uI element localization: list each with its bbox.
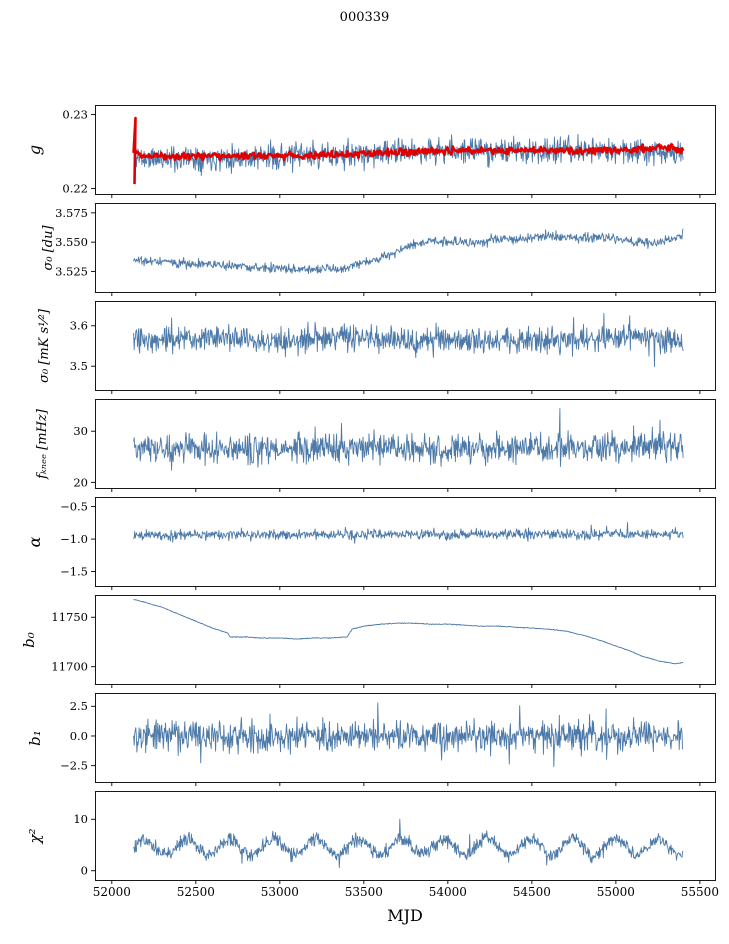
y-tick-label: 11700: [51, 660, 88, 674]
y-axis-label-sigma0-du: σ₀ [du]: [41, 225, 56, 271]
axes-frame: [95, 595, 716, 685]
x-tick-label: 52000: [93, 885, 131, 899]
y-tick-label: −1.0: [60, 532, 88, 546]
figure-canvas: 0.22 0.23 g 3.525 3.550 3.575 σ₀ [du] 3.5 3.6 σ₀ …: [0, 105, 729, 929]
y-axis-label-b0: b₀: [20, 632, 38, 648]
panel-plot-area-sigma0-mks: [133, 312, 684, 367]
series-sigma0-mks: [133, 312, 684, 367]
y-tick-label: −1.5: [60, 564, 88, 578]
series-b1: [133, 702, 684, 767]
x-tick-label: 55500: [681, 885, 719, 899]
y-tick-label: 0.0: [70, 729, 88, 743]
axes-frame: [95, 497, 716, 587]
panel-plot-area-alpha: [133, 521, 684, 544]
axes-frame: [95, 105, 716, 195]
y-tick-label: −2.5: [60, 759, 88, 773]
panel-plot-area-b1: [133, 702, 684, 767]
y-tick-label: 3.5: [70, 359, 88, 373]
panel-chi2: 0 10 χ²: [26, 791, 716, 884]
y-axis-label-alpha: α: [25, 536, 44, 547]
panel-plot-area-chi2: [133, 818, 684, 869]
axes-frame: [95, 301, 716, 391]
y-tick-label: 3.550: [55, 235, 88, 249]
figure-title: 000339: [339, 10, 390, 25]
y-tick-label: 11750: [51, 610, 88, 624]
axes-frame: [95, 399, 716, 489]
axes-frame: [95, 203, 716, 293]
x-tick-label: 53500: [345, 885, 383, 899]
panel-plot-area-fknee: [133, 408, 684, 471]
y-tick-label: 3.575: [55, 206, 88, 220]
series-chi2: [133, 818, 684, 869]
y-tick-label: 20: [73, 475, 88, 489]
y-tick-label: 2.5: [70, 699, 88, 713]
x-tick-label: 54500: [513, 885, 551, 899]
panel-plot-area-b0: [133, 598, 684, 665]
series-sigma0-du: [133, 228, 684, 275]
x-tick-label: 52500: [177, 885, 215, 899]
panel-sigma0-du: 3.525 3.550 3.575 σ₀ [du]: [41, 203, 716, 296]
series-alpha: [133, 521, 684, 544]
panel-g: 0.22 0.23 g: [25, 105, 716, 198]
y-tick-label: 30: [73, 424, 88, 438]
panel-b1: −2.5 0.0 2.5 b₁: [26, 693, 716, 786]
y-axis-label-sigma0-mks: σ₀ [mK s¹⁄²]: [37, 308, 52, 383]
x-axis-label: MJD: [387, 906, 423, 925]
axes-frame: [95, 791, 716, 881]
y-tick-label: 0: [81, 864, 88, 878]
y-axis-label-g: g: [25, 145, 44, 155]
panel-sigma0-mks: 3.5 3.6 σ₀ [mK s¹⁄²]: [37, 301, 716, 394]
panel-fknee: 20 30 fₖₙₑₑ [mHz]: [35, 399, 716, 492]
y-tick-label: 3.525: [55, 264, 88, 278]
y-tick-label: 0.22: [62, 181, 88, 195]
panel-alpha: −1.5 −1.0 −0.5 α: [25, 497, 716, 590]
x-axis-strip: 52000 52500 53000 53500 54000 54500 55000 55500…: [93, 885, 719, 925]
y-tick-label: 10: [73, 812, 88, 826]
y-axis-label-fknee: fₖₙₑₑ [mHz]: [35, 408, 50, 480]
axes-frame: [95, 693, 716, 783]
x-tick-label: 55000: [597, 885, 635, 899]
panel-b0: 11700 11750 b₀: [20, 595, 716, 688]
series-fknee: [133, 408, 684, 471]
y-axis-label-chi2: χ²: [26, 828, 44, 844]
series-g-smoothed: [132, 116, 685, 185]
y-tick-label: 3.6: [70, 319, 88, 333]
y-tick-label: −0.5: [60, 500, 88, 514]
panel-plot-area-sigma0-du: [133, 228, 684, 275]
y-tick-label: 0.23: [62, 107, 88, 121]
panel-plot-area-g: [132, 116, 685, 185]
series-b0: [133, 598, 684, 665]
y-axis-label-b1: b₁: [26, 730, 44, 746]
x-tick-label: 53000: [261, 885, 299, 899]
x-tick-label: 54000: [429, 885, 467, 899]
